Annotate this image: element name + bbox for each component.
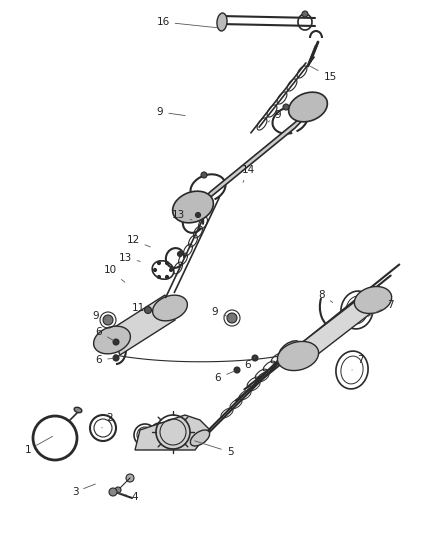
Circle shape bbox=[166, 276, 169, 278]
Text: 13: 13 bbox=[171, 210, 192, 220]
Circle shape bbox=[170, 269, 173, 271]
Circle shape bbox=[158, 276, 160, 278]
Circle shape bbox=[113, 339, 119, 345]
Text: 7: 7 bbox=[352, 355, 363, 370]
Ellipse shape bbox=[152, 295, 187, 321]
Circle shape bbox=[227, 313, 237, 323]
Circle shape bbox=[234, 367, 240, 373]
Text: 11: 11 bbox=[131, 303, 148, 313]
Ellipse shape bbox=[289, 92, 327, 122]
Polygon shape bbox=[185, 102, 320, 218]
Circle shape bbox=[153, 269, 156, 271]
Text: 6: 6 bbox=[95, 327, 113, 341]
Text: 6: 6 bbox=[245, 357, 255, 370]
Ellipse shape bbox=[279, 341, 301, 359]
Circle shape bbox=[177, 252, 183, 256]
Polygon shape bbox=[295, 290, 375, 368]
Text: 7: 7 bbox=[367, 300, 393, 317]
Text: 9: 9 bbox=[93, 311, 106, 321]
Ellipse shape bbox=[74, 407, 82, 413]
Text: 8: 8 bbox=[319, 290, 333, 302]
Text: 6: 6 bbox=[215, 371, 234, 383]
Text: 6: 6 bbox=[95, 355, 113, 365]
Circle shape bbox=[166, 262, 169, 264]
Circle shape bbox=[302, 11, 308, 17]
Ellipse shape bbox=[94, 326, 131, 354]
Text: 14: 14 bbox=[241, 165, 254, 182]
Ellipse shape bbox=[277, 342, 318, 370]
Circle shape bbox=[103, 315, 113, 325]
Circle shape bbox=[109, 488, 117, 496]
Ellipse shape bbox=[217, 13, 227, 31]
Text: 1: 1 bbox=[25, 437, 53, 455]
Circle shape bbox=[126, 474, 134, 482]
Text: 4: 4 bbox=[117, 492, 138, 502]
Ellipse shape bbox=[354, 287, 392, 313]
Circle shape bbox=[158, 262, 160, 264]
Circle shape bbox=[283, 104, 289, 110]
Circle shape bbox=[145, 306, 152, 313]
Circle shape bbox=[113, 355, 119, 361]
Text: 16: 16 bbox=[156, 17, 217, 28]
Circle shape bbox=[115, 487, 121, 493]
Text: 13: 13 bbox=[118, 253, 140, 263]
Polygon shape bbox=[110, 295, 175, 355]
Text: 2: 2 bbox=[102, 413, 113, 428]
Text: 15: 15 bbox=[311, 66, 337, 82]
Text: 9: 9 bbox=[212, 307, 230, 317]
Text: 10: 10 bbox=[103, 265, 125, 282]
Ellipse shape bbox=[173, 191, 213, 223]
Circle shape bbox=[195, 213, 201, 217]
Circle shape bbox=[201, 172, 207, 178]
Text: 12: 12 bbox=[127, 235, 150, 247]
Text: 3: 3 bbox=[72, 484, 95, 497]
Polygon shape bbox=[135, 415, 210, 450]
Text: 5: 5 bbox=[194, 441, 233, 457]
Ellipse shape bbox=[191, 430, 210, 446]
Circle shape bbox=[252, 355, 258, 361]
Text: 9: 9 bbox=[157, 107, 185, 117]
Text: 9: 9 bbox=[268, 110, 281, 122]
